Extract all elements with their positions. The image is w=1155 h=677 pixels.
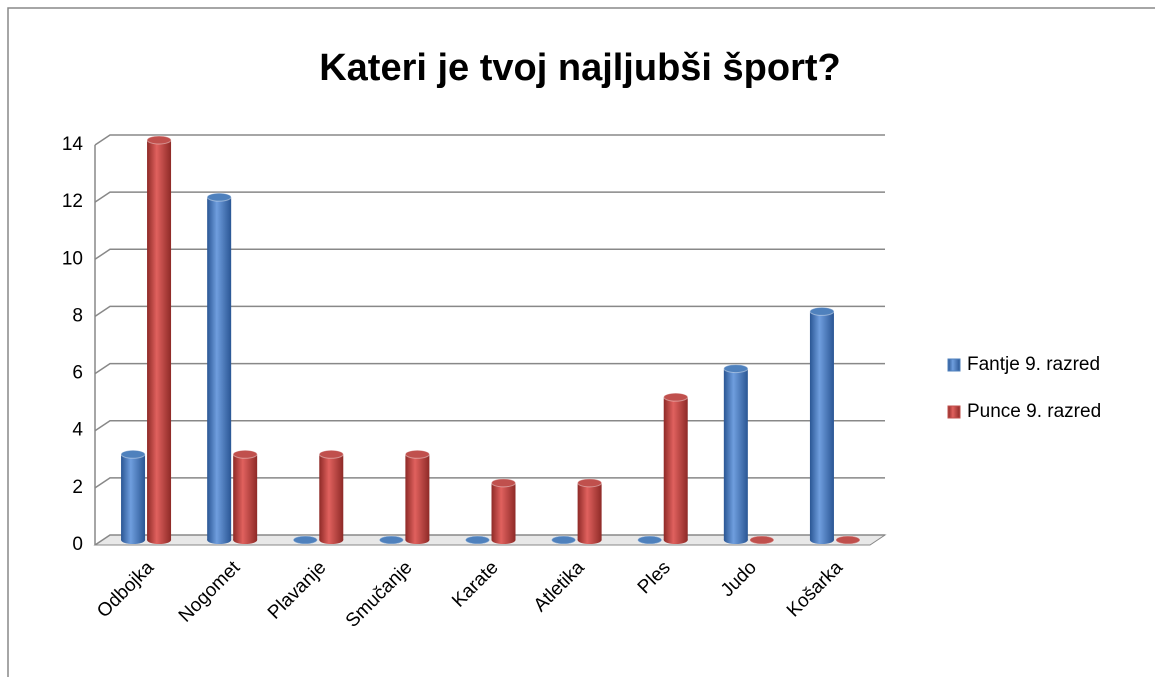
y-tick-label: 12 <box>62 191 83 212</box>
y-tick-label: 4 <box>72 420 83 441</box>
legend-label: Punce 9. razred <box>967 401 1101 422</box>
chart-border <box>7 7 1155 677</box>
bar-body <box>809 311 834 540</box>
bar <box>551 535 577 545</box>
bar-top <box>465 535 490 545</box>
bar <box>491 478 516 544</box>
bar <box>663 392 689 544</box>
bar <box>809 306 835 544</box>
bar-top <box>404 449 430 459</box>
bar-bottom <box>491 536 516 544</box>
bar-body <box>723 368 748 540</box>
bar <box>577 478 603 544</box>
bar <box>723 364 749 544</box>
grid-line <box>94 362 885 375</box>
bar <box>292 535 318 545</box>
bar-top <box>749 535 775 545</box>
bar-top <box>292 535 318 545</box>
bar <box>465 535 490 545</box>
bar-bottom <box>723 536 748 544</box>
bar-bottom <box>207 536 232 544</box>
y-tick-label: 10 <box>62 248 83 269</box>
bar-top <box>206 192 232 202</box>
bar-top <box>318 449 344 459</box>
grid-line <box>94 477 885 489</box>
grid-line <box>94 248 885 260</box>
bar-bottom <box>233 536 258 544</box>
y-tick-label: 8 <box>72 305 83 326</box>
bar-bottom <box>577 536 602 544</box>
legend-label: Fantje 9. razred <box>967 354 1100 375</box>
bar-bottom <box>405 536 430 544</box>
bar-top <box>146 135 172 145</box>
bar-body <box>121 454 146 540</box>
bar-body <box>663 397 688 540</box>
bar-top <box>551 535 577 545</box>
bar-body <box>319 454 344 540</box>
bar <box>318 449 344 544</box>
grid-line <box>94 134 885 146</box>
bar <box>206 192 232 544</box>
bar-top <box>232 449 258 459</box>
bar-top <box>723 364 749 374</box>
bar-bottom <box>147 536 172 544</box>
grid-line <box>94 305 885 318</box>
legend-swatch <box>947 358 961 372</box>
bar <box>232 449 258 544</box>
bar-body <box>233 454 258 540</box>
chart-title: Kateri je tvoj najljubši šport? <box>319 47 841 89</box>
y-tick-label: 0 <box>72 534 83 555</box>
bar-body <box>491 482 516 540</box>
y-tick-label: 14 <box>62 134 84 155</box>
bar-top <box>663 392 689 402</box>
bar-top <box>378 535 404 545</box>
bar-body <box>405 454 430 540</box>
bar <box>404 449 430 544</box>
bar-top <box>835 535 861 545</box>
bar-bottom <box>663 536 688 544</box>
bar <box>146 135 172 544</box>
bar-top <box>809 306 835 316</box>
bar-top <box>120 449 146 459</box>
legend-swatch <box>947 405 961 419</box>
bar <box>637 535 663 545</box>
bar <box>835 535 861 545</box>
grid-line <box>94 191 885 203</box>
bar-top <box>577 478 603 488</box>
bar-body <box>577 482 602 540</box>
bar <box>120 449 146 544</box>
bar <box>378 535 404 545</box>
y-tick-label: 6 <box>72 363 83 384</box>
grid-line <box>94 419 885 432</box>
bar-top <box>491 478 516 488</box>
bar-bottom <box>121 536 146 544</box>
bar-body <box>147 140 172 540</box>
bar <box>749 535 775 545</box>
bar-bottom <box>809 536 834 544</box>
bar-body <box>207 197 232 540</box>
bar-top <box>637 535 663 545</box>
grid-line <box>94 534 885 546</box>
bar-bottom <box>319 536 344 544</box>
y-tick-label: 2 <box>72 477 83 498</box>
